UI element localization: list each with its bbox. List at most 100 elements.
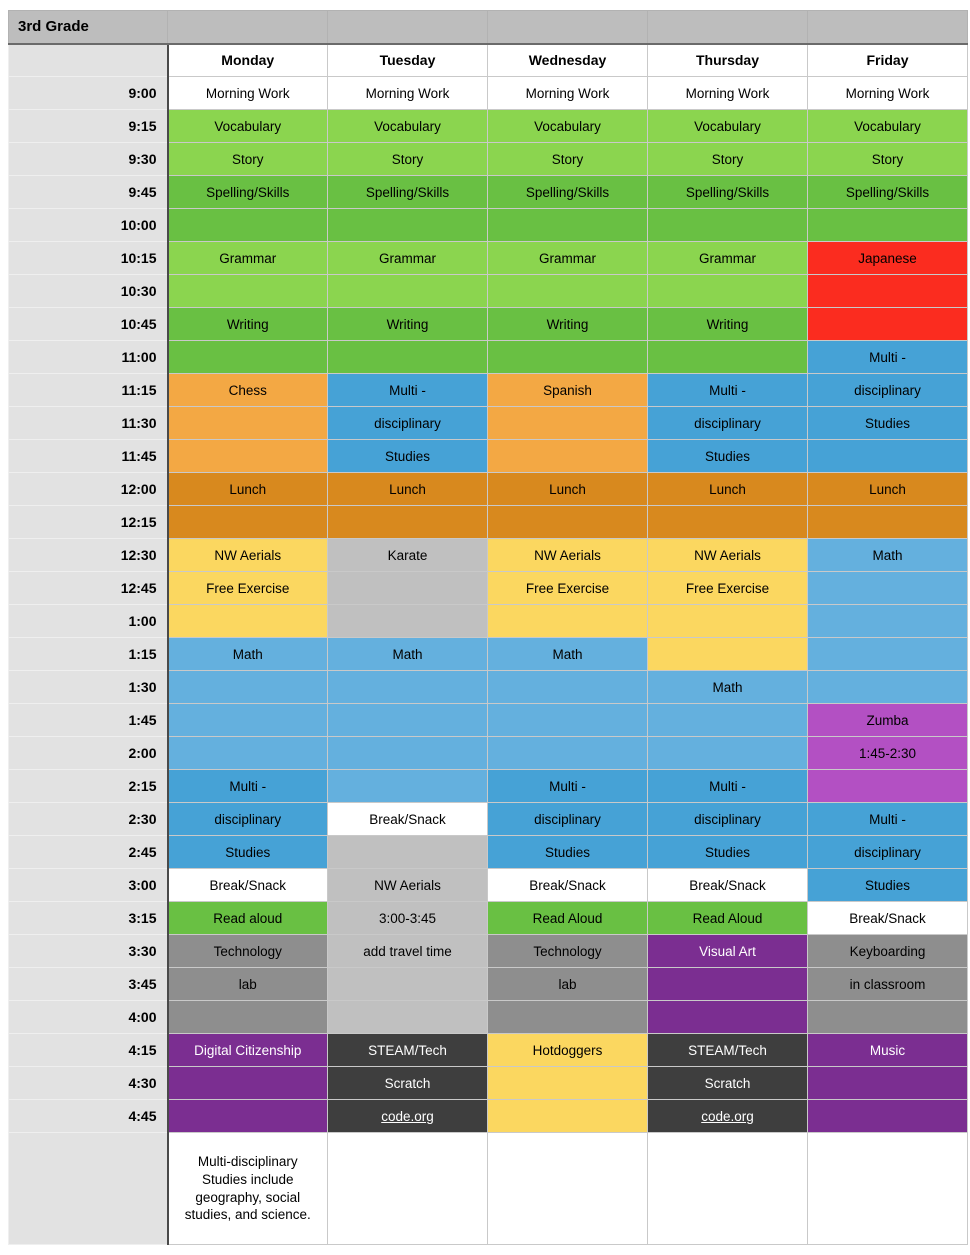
time-label[interactable]: 4:15 bbox=[8, 1033, 169, 1067]
schedule-cell[interactable]: Vocabulary bbox=[327, 109, 488, 143]
title-spacer-cell[interactable] bbox=[487, 10, 648, 45]
schedule-cell[interactable]: Japanese bbox=[807, 241, 968, 275]
schedule-cell[interactable]: Math bbox=[327, 637, 488, 671]
schedule-cell[interactable]: Math bbox=[167, 637, 328, 671]
schedule-cell[interactable] bbox=[167, 1066, 328, 1100]
schedule-cell[interactable] bbox=[327, 835, 488, 869]
time-label[interactable]: 1:15 bbox=[8, 637, 169, 671]
schedule-cell[interactable]: Spelling/Skills bbox=[647, 175, 808, 209]
schedule-cell[interactable] bbox=[327, 670, 488, 704]
schedule-cell[interactable]: Free Exercise bbox=[167, 571, 328, 605]
schedule-cell[interactable]: NW Aerials bbox=[167, 538, 328, 572]
schedule-cell[interactable]: Multi - bbox=[487, 769, 648, 803]
schedule-cell[interactable] bbox=[167, 439, 328, 473]
schedule-cell[interactable]: Story bbox=[167, 142, 328, 176]
schedule-cell[interactable]: Vocabulary bbox=[487, 109, 648, 143]
schedule-cell[interactable]: Visual Art bbox=[647, 934, 808, 968]
schedule-cell[interactable]: disciplinary bbox=[327, 406, 488, 440]
time-label[interactable]: 10:45 bbox=[8, 307, 169, 341]
schedule-cell[interactable]: code.org bbox=[647, 1099, 808, 1133]
time-label[interactable] bbox=[8, 1132, 169, 1245]
time-label[interactable]: 2:15 bbox=[8, 769, 169, 803]
corner-cell[interactable] bbox=[8, 43, 169, 77]
time-label[interactable]: 4:45 bbox=[8, 1099, 169, 1133]
time-label[interactable]: 3:45 bbox=[8, 967, 169, 1001]
day-header-wednesday[interactable]: Wednesday bbox=[487, 43, 648, 77]
schedule-cell[interactable] bbox=[647, 1000, 808, 1034]
schedule-cell[interactable]: Multi - bbox=[807, 802, 968, 836]
schedule-cell[interactable] bbox=[167, 274, 328, 308]
schedule-cell[interactable] bbox=[807, 505, 968, 539]
schedule-cell[interactable] bbox=[327, 1000, 488, 1034]
schedule-cell[interactable]: Scratch bbox=[647, 1066, 808, 1100]
time-label[interactable]: 4:00 bbox=[8, 1000, 169, 1034]
schedule-cell[interactable]: Studies bbox=[647, 439, 808, 473]
schedule-cell[interactable] bbox=[167, 1000, 328, 1034]
schedule-cell[interactable]: Grammar bbox=[327, 241, 488, 275]
schedule-cell[interactable] bbox=[167, 670, 328, 704]
schedule-cell[interactable] bbox=[807, 307, 968, 341]
schedule-cell[interactable]: Morning Work bbox=[167, 76, 328, 110]
schedule-cell[interactable]: NW Aerials bbox=[327, 868, 488, 902]
schedule-cell[interactable] bbox=[487, 505, 648, 539]
schedule-cell[interactable]: Multi - bbox=[167, 769, 328, 803]
schedule-cell[interactable] bbox=[807, 604, 968, 638]
schedule-cell[interactable]: Break/Snack bbox=[327, 802, 488, 836]
schedule-cell[interactable]: Lunch bbox=[327, 472, 488, 506]
time-label[interactable]: 3:30 bbox=[8, 934, 169, 968]
schedule-cell[interactable] bbox=[167, 703, 328, 737]
schedule-cell[interactable]: Studies bbox=[167, 835, 328, 869]
schedule-cell[interactable]: Technology bbox=[487, 934, 648, 968]
time-label[interactable]: 10:15 bbox=[8, 241, 169, 275]
schedule-cell[interactable] bbox=[487, 703, 648, 737]
schedule-cell[interactable] bbox=[487, 208, 648, 242]
schedule-cell[interactable]: Lunch bbox=[167, 472, 328, 506]
schedule-cell[interactable] bbox=[167, 340, 328, 374]
schedule-cell[interactable]: Free Exercise bbox=[647, 571, 808, 605]
schedule-cell[interactable] bbox=[487, 274, 648, 308]
schedule-cell[interactable]: Story bbox=[647, 142, 808, 176]
schedule-cell[interactable]: Studies bbox=[807, 868, 968, 902]
schedule-cell[interactable]: 1:45-2:30 bbox=[807, 736, 968, 770]
schedule-cell[interactable] bbox=[807, 439, 968, 473]
time-label[interactable]: 11:30 bbox=[8, 406, 169, 440]
schedule-cell[interactable] bbox=[167, 736, 328, 770]
schedule-cell[interactable]: Vocabulary bbox=[647, 109, 808, 143]
schedule-cell[interactable]: Hotdoggers bbox=[487, 1033, 648, 1067]
schedule-cell[interactable] bbox=[327, 769, 488, 803]
day-header-tuesday[interactable]: Tuesday bbox=[327, 43, 488, 77]
time-label[interactable]: 3:00 bbox=[8, 868, 169, 902]
time-label[interactable]: 9:15 bbox=[8, 109, 169, 143]
schedule-cell[interactable]: in classroom bbox=[807, 967, 968, 1001]
schedule-cell[interactable] bbox=[487, 439, 648, 473]
schedule-cell[interactable] bbox=[807, 769, 968, 803]
schedule-cell[interactable]: Break/Snack bbox=[807, 901, 968, 935]
schedule-cell[interactable] bbox=[327, 736, 488, 770]
schedule-cell[interactable] bbox=[487, 1132, 648, 1245]
schedule-cell[interactable]: disciplinary bbox=[487, 802, 648, 836]
schedule-cell[interactable]: disciplinary bbox=[167, 802, 328, 836]
schedule-cell[interactable]: Multi - bbox=[647, 769, 808, 803]
schedule-cell[interactable]: Multi - bbox=[807, 340, 968, 374]
schedule-cell[interactable]: Morning Work bbox=[327, 76, 488, 110]
schedule-cell[interactable]: lab bbox=[167, 967, 328, 1001]
schedule-cell[interactable] bbox=[647, 340, 808, 374]
title-spacer-cell[interactable] bbox=[647, 10, 808, 45]
schedule-cell[interactable] bbox=[647, 505, 808, 539]
schedule-cell[interactable]: Vocabulary bbox=[167, 109, 328, 143]
schedule-cell[interactable]: Spelling/Skills bbox=[807, 175, 968, 209]
day-header-friday[interactable]: Friday bbox=[807, 43, 968, 77]
title-spacer-cell[interactable] bbox=[807, 10, 968, 45]
schedule-cell[interactable]: disciplinary bbox=[807, 835, 968, 869]
schedule-cell[interactable] bbox=[327, 967, 488, 1001]
schedule-cell[interactable]: Writing bbox=[327, 307, 488, 341]
schedule-cell[interactable]: Read Aloud bbox=[647, 901, 808, 935]
schedule-cell[interactable] bbox=[167, 604, 328, 638]
time-label[interactable]: 10:30 bbox=[8, 274, 169, 308]
schedule-cell[interactable] bbox=[327, 571, 488, 605]
schedule-cell[interactable]: Spelling/Skills bbox=[327, 175, 488, 209]
time-label[interactable]: 3:15 bbox=[8, 901, 169, 935]
schedule-cell[interactable] bbox=[807, 1000, 968, 1034]
schedule-cell[interactable]: Math bbox=[487, 637, 648, 671]
schedule-cell[interactable] bbox=[807, 1132, 968, 1245]
